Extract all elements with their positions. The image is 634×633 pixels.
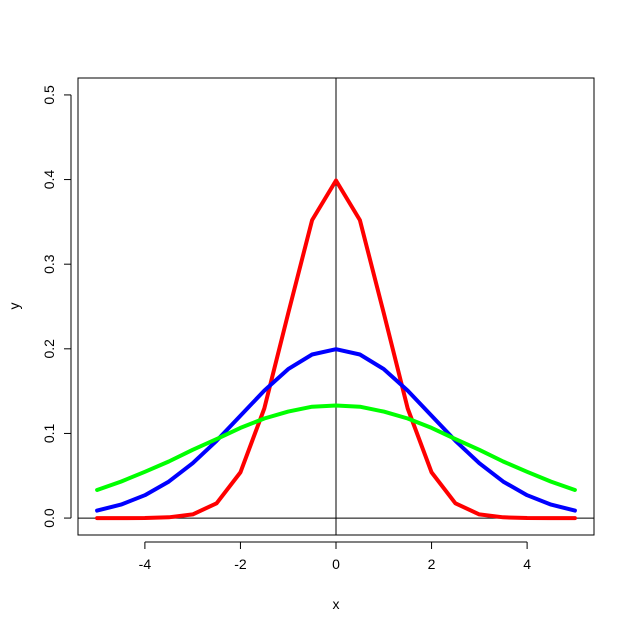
- series-line-3: [95, 403, 577, 492]
- y-tick-label: 0.0: [41, 508, 57, 528]
- y-tick-label: 0.3: [41, 254, 57, 274]
- x-axis-title: x: [333, 596, 340, 612]
- y-tick-label: 0.2: [41, 339, 57, 359]
- y-tick-label: 0.1: [41, 424, 57, 444]
- series-line-1: [95, 178, 577, 521]
- x-tick-label: 4: [523, 556, 531, 572]
- x-tick-label: -4: [139, 556, 152, 572]
- x-tick-label: 0: [332, 556, 340, 572]
- y-axis-title: y: [6, 303, 22, 310]
- y-tick-label: 0.4: [41, 170, 57, 190]
- series-line-2: [95, 347, 577, 513]
- y-tick-label: 0.5: [41, 85, 57, 105]
- x-tick-label: -2: [234, 556, 247, 572]
- x-tick-label: 2: [428, 556, 436, 572]
